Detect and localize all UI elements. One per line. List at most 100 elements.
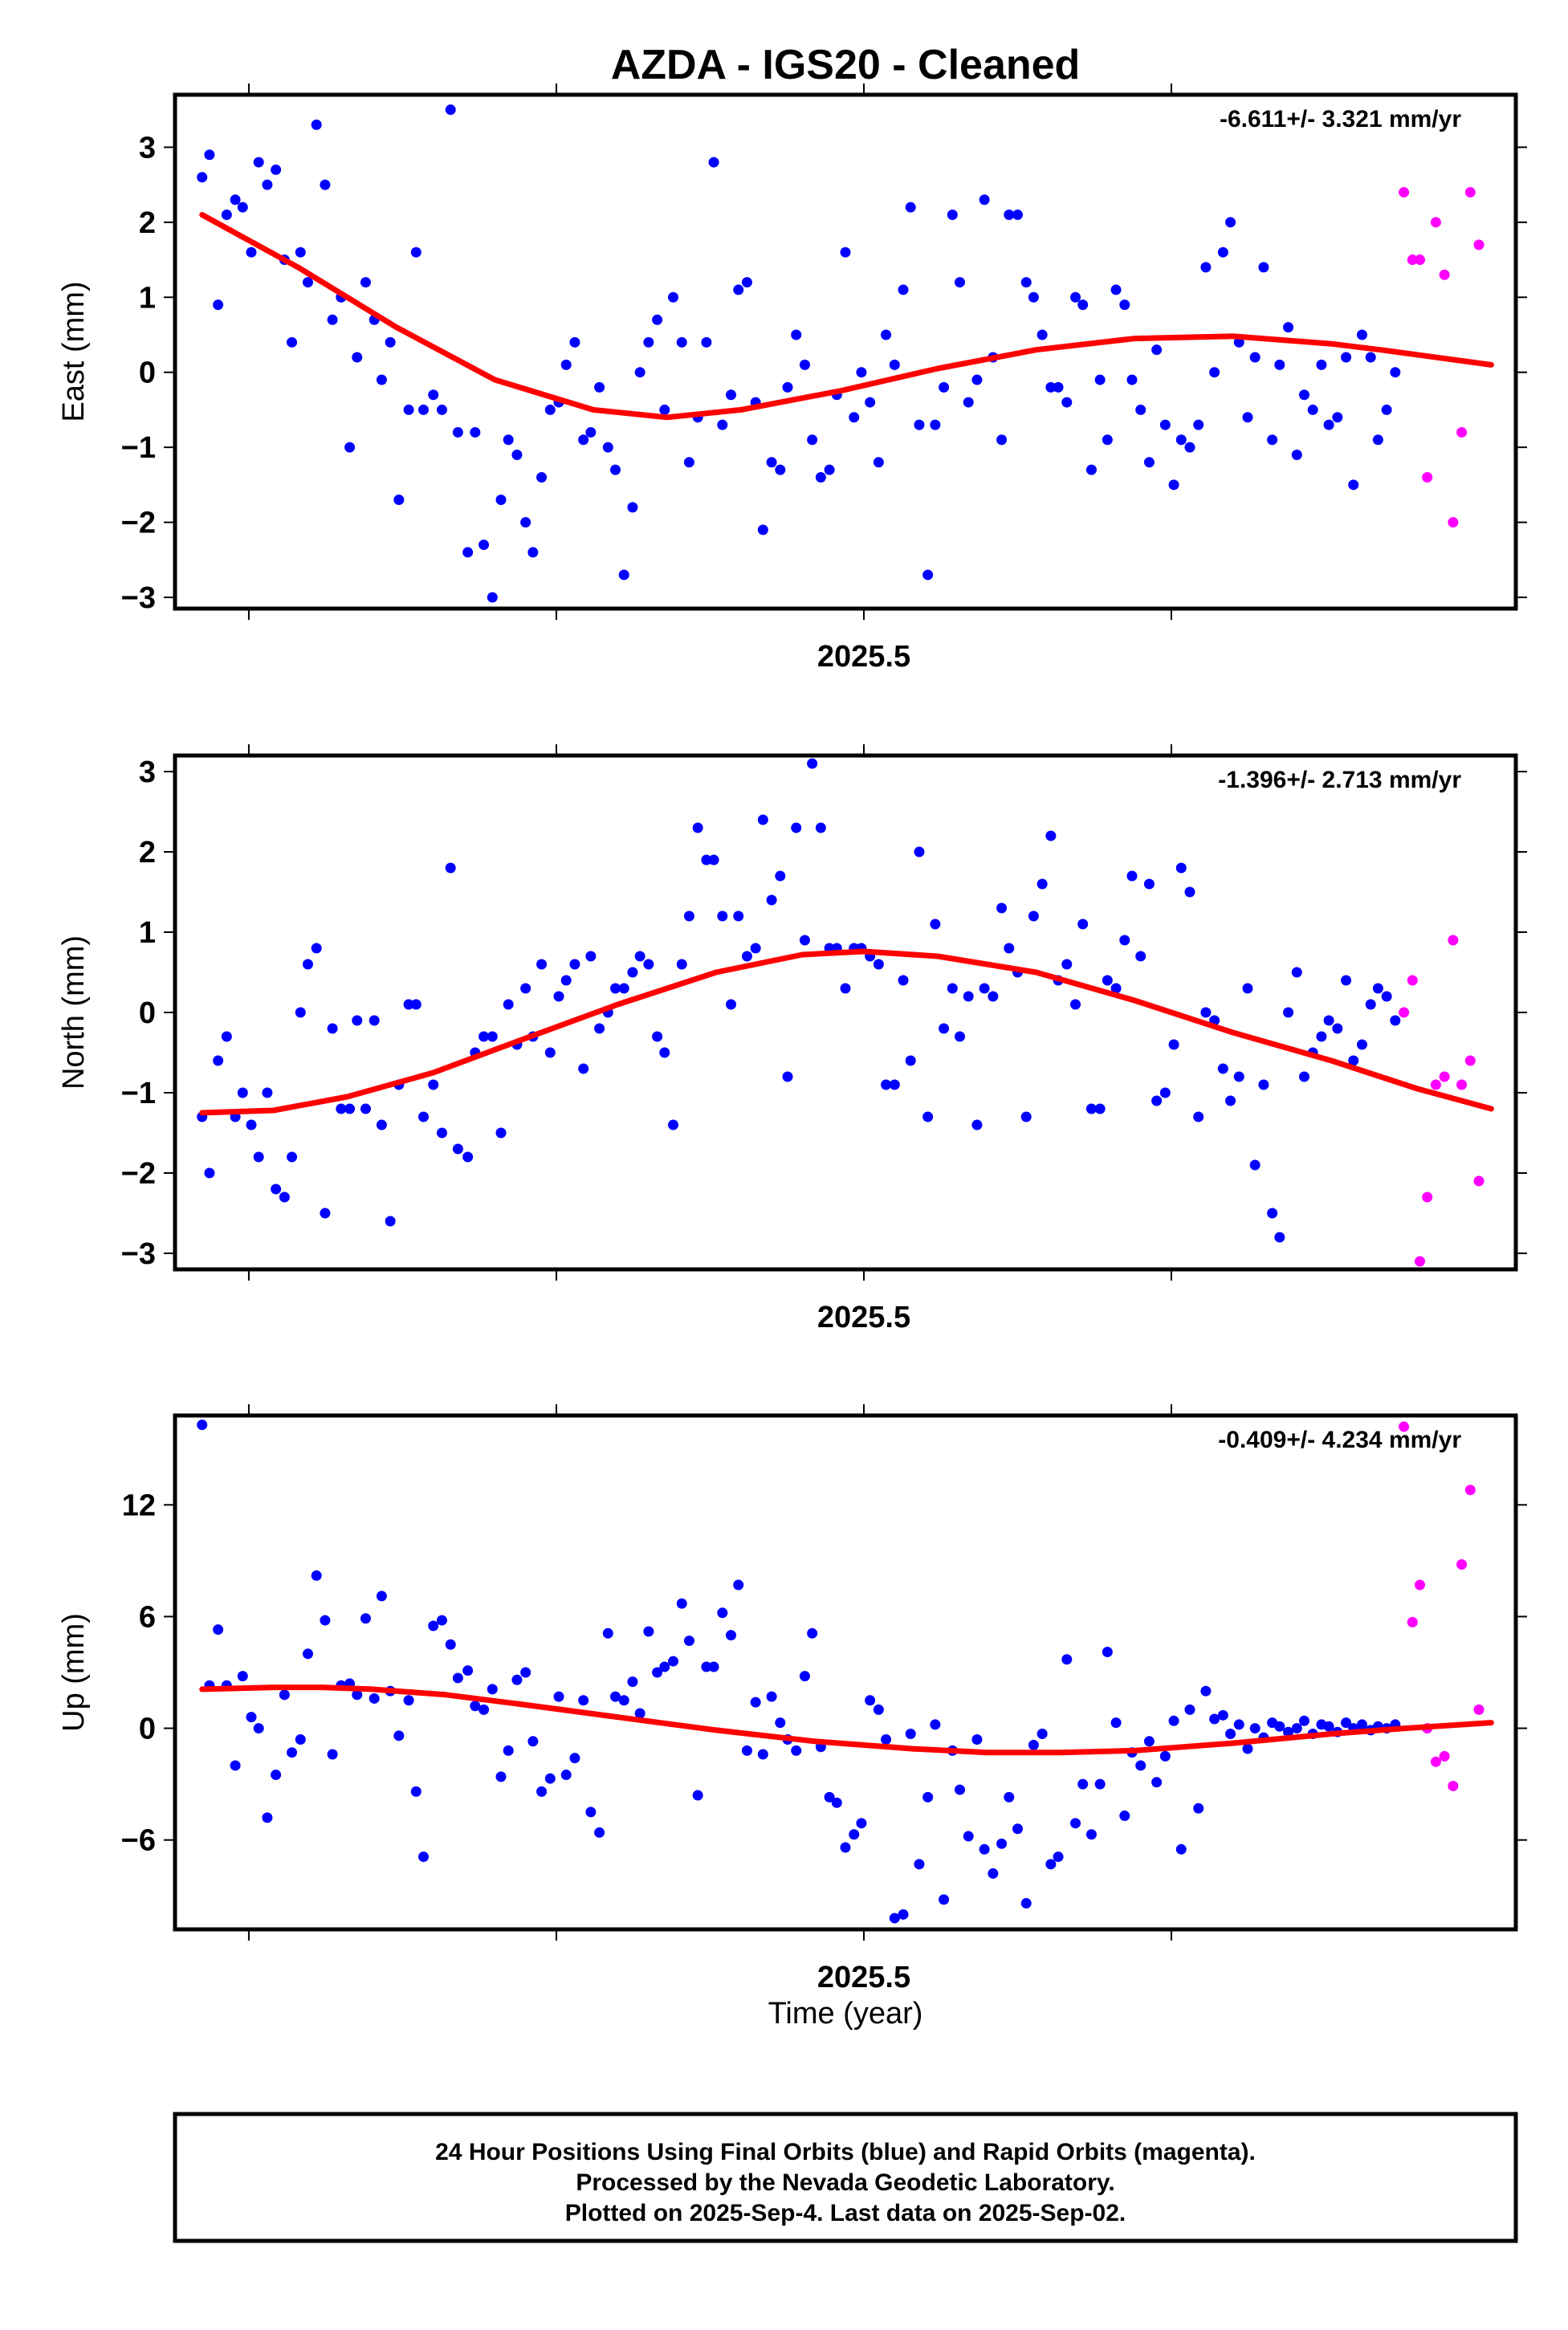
final-point: [1135, 1760, 1146, 1771]
final-point: [344, 1103, 356, 1114]
final-point: [1085, 464, 1097, 475]
final-point: [1193, 1111, 1204, 1122]
final-point: [963, 1831, 974, 1842]
final-point: [1012, 209, 1023, 220]
final-point: [831, 1797, 842, 1808]
rapid-point: [1473, 1175, 1485, 1187]
rapid-point: [1473, 239, 1485, 251]
final-point: [1225, 1095, 1236, 1106]
final-point: [1053, 381, 1064, 393]
final-point: [1094, 374, 1106, 385]
final-point: [1274, 1721, 1285, 1732]
final-point: [807, 758, 818, 769]
final-point: [1110, 983, 1122, 994]
final-point: [1085, 1103, 1097, 1114]
final-point: [676, 959, 687, 970]
final-point: [544, 404, 556, 415]
final-point: [963, 397, 974, 408]
y-tick-label: 1: [139, 281, 156, 315]
final-point: [782, 381, 793, 393]
final-point: [287, 1747, 298, 1758]
final-point: [1381, 404, 1392, 415]
final-point: [417, 404, 429, 415]
final-point: [1135, 404, 1146, 415]
final-point: [1274, 359, 1285, 370]
final-point: [1249, 352, 1261, 363]
final-point: [634, 951, 646, 962]
footer-frame: [173, 2112, 1518, 2243]
final-point: [683, 910, 694, 922]
final-point: [840, 1842, 851, 1853]
rapid-point: [1448, 517, 1459, 528]
final-point: [618, 1695, 629, 1706]
final-point: [627, 967, 638, 978]
final-point: [1045, 1859, 1057, 1870]
final-point: [659, 404, 670, 415]
final-point: [1168, 1715, 1179, 1726]
final-point: [279, 1689, 290, 1701]
final-point: [676, 336, 687, 348]
final-point: [1020, 277, 1032, 288]
y-tick-label: 12: [122, 1489, 156, 1522]
final-point: [295, 246, 306, 258]
footer-line-2: Processed by the Nevada Geodetic Laborat…: [576, 2169, 1114, 2196]
final-point: [360, 1103, 371, 1114]
y-tick-label: −1: [121, 1077, 156, 1110]
final-point: [757, 814, 768, 825]
final-point: [1119, 1811, 1130, 1822]
final-point: [479, 1031, 490, 1042]
final-point: [733, 910, 744, 922]
final-point: [1168, 1039, 1179, 1050]
final-point: [428, 1620, 439, 1631]
final-point: [873, 457, 884, 468]
rapid-point: [1439, 269, 1450, 280]
final-point: [905, 1055, 916, 1066]
final-point: [988, 991, 999, 1002]
final-point: [1077, 1778, 1089, 1790]
final-point: [1200, 1685, 1212, 1697]
final-point: [914, 846, 925, 857]
final-point: [750, 943, 761, 954]
final-point: [369, 1015, 380, 1026]
panel-data: [197, 104, 1494, 603]
final-point: [1037, 1729, 1048, 1740]
final-point: [302, 277, 313, 288]
final-point: [1085, 1829, 1097, 1840]
panel-data: [197, 758, 1494, 1267]
final-point: [495, 1127, 507, 1139]
final-point: [230, 1760, 241, 1771]
final-point: [1390, 1015, 1401, 1026]
final-point: [799, 935, 810, 946]
final-point: [436, 1615, 447, 1626]
final-point: [271, 1183, 282, 1195]
final-point: [807, 1627, 818, 1639]
final-point: [1249, 1159, 1261, 1171]
final-point: [452, 1672, 463, 1684]
final-point: [327, 1023, 338, 1034]
final-point: [905, 1729, 916, 1740]
final-point: [1283, 322, 1294, 333]
final-point: [578, 1695, 589, 1706]
final-point: [741, 1745, 752, 1756]
final-point: [213, 299, 224, 311]
final-point: [1332, 1023, 1343, 1034]
fit-curve: [199, 212, 1494, 421]
final-point: [503, 999, 514, 1010]
final-point: [436, 1127, 447, 1139]
final-point: [1381, 991, 1392, 1002]
fit-curve: [199, 1684, 1494, 1756]
final-point: [627, 1676, 638, 1688]
final-point: [385, 1216, 396, 1227]
final-point: [311, 943, 322, 954]
final-point: [569, 959, 580, 970]
final-point: [452, 1143, 463, 1155]
final-point: [410, 999, 422, 1010]
final-point: [840, 983, 851, 994]
final-point: [1365, 352, 1376, 363]
final-point: [594, 1827, 605, 1838]
final-point: [1209, 1713, 1220, 1725]
fit-curve: [199, 948, 1494, 1116]
final-point: [213, 1624, 224, 1635]
panel-3: −6 0 6 12 2025.5 -0.409+/- 4.234 mm/yr Up (mm): [57, 1404, 1527, 1994]
